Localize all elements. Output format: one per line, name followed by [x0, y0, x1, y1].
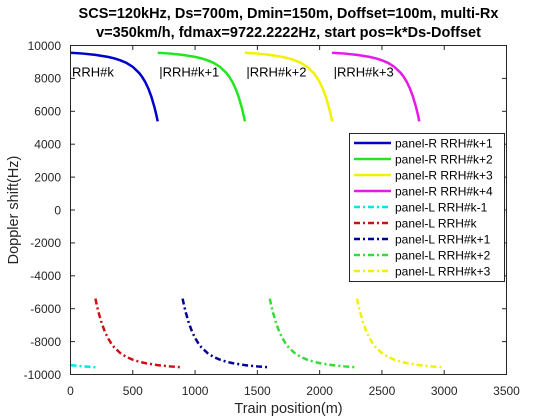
- legend-entry: panel-L RRH#k+3: [354, 264, 491, 278]
- x-axis-label: Train position(m): [234, 401, 342, 417]
- x-tick-label: 500: [123, 384, 143, 398]
- legend-label: panel-L RRH#k: [395, 216, 478, 230]
- rrh-annotations: RRH#k |RRH#k+1 |RRH#k+2 |RRH#k+3: [72, 65, 394, 80]
- series-line-panel-r-rrh-k-plus-3: [244, 51, 334, 122]
- y-tick-label: 4000: [34, 138, 61, 152]
- y-tick-label: 6000: [34, 105, 61, 119]
- series-line-panel-l-rrh-k-plus-1: [181, 298, 270, 369]
- series-line-panel-l-rrh-k-plus-2: [268, 298, 358, 369]
- legend-entry: panel-L RRH#k+1: [354, 232, 491, 246]
- legend-label: panel-L RRH#k-1: [395, 200, 488, 214]
- rrh-annotation: |RRH#k+1: [159, 65, 219, 80]
- series-layer: [70, 51, 445, 369]
- series-line-panel-r-rrh-k-plus-1: [70, 51, 159, 122]
- series-line-panel-l-rrh-k-plus-3: [355, 298, 445, 369]
- x-tick-label: 2000: [306, 384, 333, 398]
- x-tick-label: 0: [67, 384, 74, 398]
- legend-entry: panel-R RRH#k+4: [354, 184, 493, 198]
- rrh-annotation: RRH#k: [72, 65, 114, 80]
- y-tick-label: 2000: [34, 170, 61, 184]
- y-tick-label: -8000: [30, 335, 61, 349]
- x-tick-label: 1000: [182, 384, 209, 398]
- y-tick-label: 0: [54, 203, 61, 217]
- legend-label: panel-R RRH#k+3: [395, 168, 493, 182]
- y-tick-label: 10000: [28, 39, 62, 53]
- legend-label: panel-R RRH#k+2: [395, 152, 493, 166]
- x-tick-label: 2500: [369, 384, 396, 398]
- legend-entry: panel-R RRH#k+2: [354, 152, 493, 166]
- legend-label: panel-R RRH#k+1: [395, 136, 493, 150]
- legend-entry: panel-L RRH#k+2: [354, 248, 491, 262]
- chart-title-line-2: v=350km/h, fdmax=9722.2222Hz, start pos=…: [96, 25, 481, 41]
- series-line-panel-l-rrh-k: [94, 298, 183, 369]
- rrh-annotation: |RRH#k+3: [334, 65, 394, 80]
- chart-title-line-1: SCS=120kHz, Ds=700m, Dmin=150m, Doffset=…: [79, 6, 499, 22]
- legend-label: panel-L RRH#k+2: [395, 248, 491, 262]
- y-tick-label: -6000: [30, 302, 61, 316]
- legend: panel-R RRH#k+1 panel-R RRH#k+2 panel-R RR…: [349, 133, 505, 282]
- rrh-annotation: |RRH#k+2: [246, 65, 306, 80]
- series-line-panel-l-rrh-k-minus-1: [70, 363, 96, 369]
- legend-label: panel-L RRH#k+3: [395, 264, 491, 278]
- legend-entry: panel-L RRH#k-1: [354, 200, 488, 214]
- legend-entry: panel-R RRH#k+3: [354, 168, 493, 182]
- tick-marks: [70, 45, 507, 375]
- y-tick-label: -2000: [30, 236, 61, 250]
- legend-entries: panel-R RRH#k+1 panel-R RRH#k+2 panel-R RR…: [354, 136, 493, 278]
- y-axis-label: Doppler shift(Hz): [6, 156, 22, 265]
- x-tick-label: 1500: [244, 384, 271, 398]
- tick-labels: 0 500 1000 1500 2000 2500 3000 3500 -10000 -8000 -…: [24, 39, 521, 398]
- y-tick-label: -4000: [30, 269, 61, 283]
- legend-label: panel-L RRH#k+1: [395, 232, 491, 246]
- y-tick-label: -10000: [24, 368, 62, 382]
- series-line-panel-r-rrh-k-plus-4: [332, 51, 421, 122]
- legend-label: panel-R RRH#k+4: [395, 184, 493, 198]
- x-tick-label: 3500: [493, 384, 520, 398]
- series-line-panel-r-rrh-k-plus-2: [157, 51, 247, 122]
- legend-entry: panel-R RRH#k+1: [354, 136, 493, 150]
- y-tick-label: 8000: [34, 72, 61, 86]
- legend-entry: panel-L RRH#k: [354, 216, 478, 230]
- x-tick-label: 3000: [431, 384, 458, 398]
